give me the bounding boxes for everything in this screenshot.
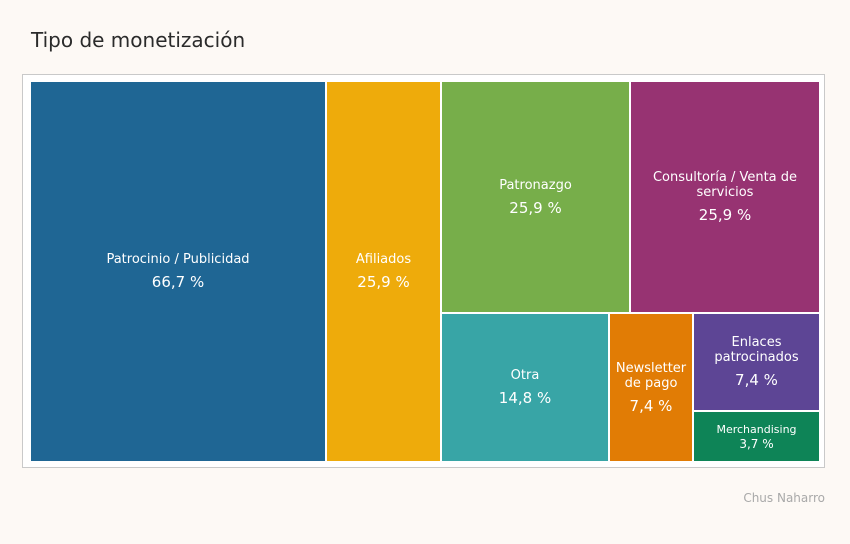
tile-value: 25,9 % — [357, 273, 410, 291]
tile-afiliados: Afiliados 25,9 % — [326, 81, 441, 462]
tile-value: 3,7 % — [739, 436, 774, 451]
tile-enlaces-patrocinados: Enlaces patrocinados 7,4 % — [693, 313, 820, 411]
tile-label: Newsletter de pago — [615, 360, 687, 391]
tile-label: Merchandising — [716, 422, 797, 436]
tile-value: 25,9 % — [509, 198, 562, 217]
tile-otra: Otra 14,8 % — [441, 313, 609, 462]
tile-label: Enlaces patrocinados — [714, 335, 799, 365]
tile-value: 7,4 % — [735, 371, 778, 389]
tile-value: 14,8 % — [498, 389, 552, 407]
tile-merchandising: Merchandising 3,7 % — [693, 411, 820, 462]
tile-label: Otra — [510, 368, 540, 383]
tile-newsletter: Newsletter de pago 7,4 % — [609, 313, 693, 462]
tile-patronazgo: Patronazgo 25,9 % — [441, 81, 630, 313]
tile-label: Consultoría / Venta de servicios — [652, 170, 798, 200]
tile-value: 25,9 % — [698, 206, 752, 224]
treemap: Patrocinio / Publicidad 66,7 % Afiliados 25… — [30, 81, 820, 462]
credit-text: Chus Naharro — [743, 491, 825, 505]
tile-label: Afiliados — [355, 252, 412, 267]
tile-value: 7,4 % — [629, 396, 673, 415]
chart-title: Tipo de monetización — [31, 28, 246, 52]
tile-label: Patrocinio / Publicidad — [106, 252, 250, 267]
tile-patrocinio-publicidad: Patrocinio / Publicidad 66,7 % — [30, 81, 326, 462]
tile-label: Patronazgo — [499, 177, 572, 193]
tile-consultoria: Consultoría / Venta de servicios 25,9 % — [630, 81, 820, 313]
tile-value: 66,7 % — [151, 273, 205, 291]
